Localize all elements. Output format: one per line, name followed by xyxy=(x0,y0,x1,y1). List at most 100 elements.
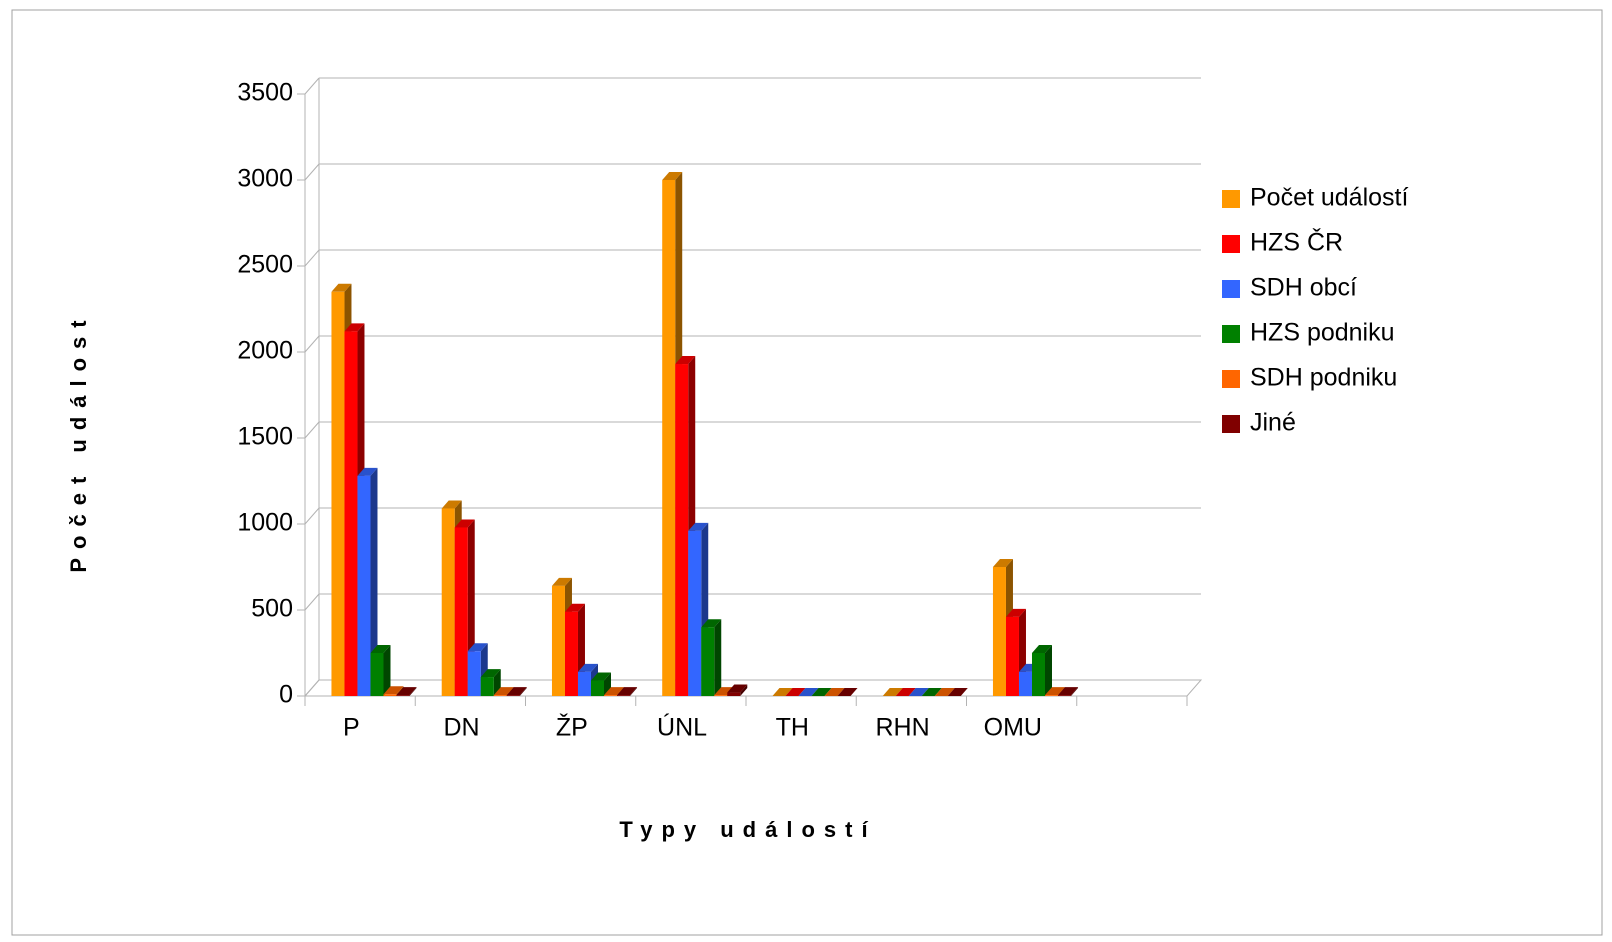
bar-top xyxy=(493,687,514,696)
bar xyxy=(992,567,1006,696)
bar-side xyxy=(370,467,378,696)
y-tick-label: 1000 xyxy=(237,509,293,537)
x-axis-title: Typy událostí xyxy=(619,817,876,842)
bar xyxy=(662,180,676,696)
bar xyxy=(344,331,358,696)
x-tick-label: P xyxy=(343,714,360,742)
legend-label: SDH podniku xyxy=(1250,364,1397,392)
grid-line xyxy=(304,163,320,181)
bar xyxy=(1044,695,1059,696)
bar xyxy=(383,694,397,696)
bar-top xyxy=(1058,687,1079,696)
bar-top xyxy=(992,559,1013,567)
y-tick-label: 500 xyxy=(251,595,293,623)
legend-swatch xyxy=(1222,370,1240,388)
x-tick-label: OMU xyxy=(984,714,1042,742)
bar xyxy=(688,530,702,696)
grid-line xyxy=(304,335,320,353)
y-tick-label: 1500 xyxy=(237,423,293,451)
legend-swatch xyxy=(1222,190,1240,208)
bar xyxy=(551,585,565,696)
bar xyxy=(441,508,455,696)
bar-side xyxy=(383,645,391,696)
bar xyxy=(467,651,481,696)
bar-top xyxy=(1005,608,1026,617)
bar xyxy=(396,695,410,696)
y-tick-label: 2000 xyxy=(237,337,293,365)
bar xyxy=(701,627,715,696)
bar-top xyxy=(662,172,683,180)
bar-top xyxy=(895,688,916,696)
bar xyxy=(331,291,345,696)
x-tick-label: ÚNL xyxy=(657,713,707,742)
bar-top xyxy=(824,688,845,696)
bar xyxy=(727,692,741,696)
x-tick-label: DN xyxy=(444,714,480,742)
bar-top xyxy=(934,688,955,696)
frame xyxy=(11,9,1603,936)
bar-top xyxy=(331,283,352,292)
bar-top xyxy=(344,323,365,332)
bar xyxy=(480,677,494,696)
bar xyxy=(617,695,631,696)
bar-top xyxy=(908,688,929,696)
y-tick-label: 3000 xyxy=(237,165,293,193)
bar-top xyxy=(357,467,378,476)
bar-side xyxy=(409,687,417,696)
bar xyxy=(564,611,578,696)
bar-top xyxy=(1044,687,1066,696)
bar xyxy=(506,695,520,696)
bar-top xyxy=(921,688,942,696)
bar xyxy=(1018,671,1032,696)
legend-swatch xyxy=(1222,415,1240,433)
bar-top xyxy=(701,619,722,628)
bar-top xyxy=(882,688,903,696)
y-tick-label: 0 xyxy=(279,681,293,709)
bar xyxy=(714,695,728,696)
x-tick-label: ŽP xyxy=(556,713,588,742)
bar-side xyxy=(1044,645,1052,696)
grid-line xyxy=(304,507,320,525)
bar xyxy=(1058,695,1072,696)
bar-top xyxy=(714,687,735,696)
bar-top xyxy=(727,684,748,693)
bar-side xyxy=(630,687,638,696)
bar-top xyxy=(603,687,625,696)
bar-side xyxy=(714,619,722,696)
bar-top xyxy=(467,643,488,652)
bar-top xyxy=(785,688,806,696)
legend-label: Počet událostí xyxy=(1250,184,1408,212)
bar-side xyxy=(519,687,527,696)
bar xyxy=(603,695,618,696)
bar xyxy=(1031,653,1045,696)
bar-top xyxy=(798,688,819,696)
legend-label: SDH obcí xyxy=(1250,274,1357,302)
bar xyxy=(590,680,604,696)
bar-top xyxy=(506,687,527,696)
bar-side xyxy=(603,672,611,696)
bar xyxy=(1005,616,1019,696)
bar xyxy=(675,364,689,696)
bar xyxy=(493,695,507,696)
bar-side xyxy=(740,684,748,696)
legend-swatch xyxy=(1222,280,1240,298)
bar-top xyxy=(396,687,417,696)
bar xyxy=(454,527,468,696)
bar-top xyxy=(564,603,585,612)
bar-top xyxy=(837,688,858,696)
grid-line xyxy=(304,593,320,611)
bar xyxy=(370,653,384,696)
legend-label: HZS podniku xyxy=(1250,319,1395,347)
x-tick-label: RHN xyxy=(875,714,929,742)
y-tick-label: 3500 xyxy=(237,79,293,107)
bar-top xyxy=(551,577,572,586)
y-tick-label: 2500 xyxy=(237,251,293,279)
bar-top xyxy=(454,519,475,528)
legend-label: HZS ČR xyxy=(1250,228,1343,257)
grid-line xyxy=(304,421,320,439)
bar-top xyxy=(617,687,638,696)
bar-top xyxy=(441,500,462,509)
bar-top xyxy=(688,522,709,531)
bar-top xyxy=(947,688,968,696)
